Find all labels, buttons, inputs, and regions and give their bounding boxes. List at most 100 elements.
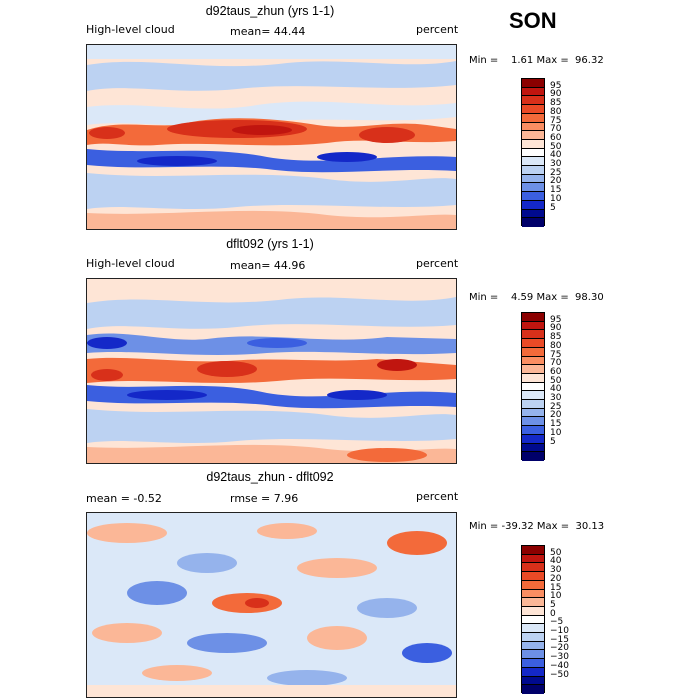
colorbar-cell — [522, 554, 544, 564]
panel-3-mean: mean = -0.52 — [86, 492, 162, 505]
colorbar-cell — [522, 624, 544, 634]
colorbar-level-label: 20 — [550, 176, 562, 187]
colorbar-level-label: 15 — [550, 582, 562, 593]
colorbar-level-label: −5 — [550, 617, 564, 628]
colorbar-level-label: −10 — [550, 626, 569, 637]
colorbar-cell — [522, 633, 544, 642]
colorbar-cell — [522, 659, 544, 668]
colorbar-cell — [522, 148, 544, 158]
colorbar-cell — [522, 131, 544, 140]
colorbar-level-label: 90 — [550, 323, 562, 334]
colorbar-level-label: −20 — [550, 643, 569, 654]
colorbar-cell — [522, 676, 544, 686]
colorbar-level-label: 75 — [550, 349, 562, 360]
colorbar-cell — [522, 183, 544, 193]
colorbar-level-label: 50 — [550, 141, 562, 152]
colorbar-level-label: −15 — [550, 634, 569, 645]
colorbar-level-label: 20 — [550, 573, 562, 584]
colorbar-cell — [522, 313, 544, 322]
panel-2-map — [86, 278, 457, 464]
colorbar-level-label: 10 — [550, 591, 562, 602]
colorbar-level-label: −40 — [550, 660, 569, 671]
colorbar-level-label: 85 — [550, 98, 562, 109]
panel-3-minmax: Min = -39.32 Max = 30.13 — [469, 521, 605, 532]
panel-2-minmax: Min = 4.59 Max = 98.30 — [469, 292, 604, 303]
colorbar-level-label: 40 — [550, 384, 562, 395]
colorbar-cell — [522, 382, 544, 392]
colorbar-level-label: 30 — [550, 565, 562, 576]
panel-3-title: d92taus_zhun - dflt092 — [206, 470, 334, 484]
colorbar-level-label: 80 — [550, 340, 562, 351]
colorbar-cell — [522, 339, 544, 348]
panel-1-colorbar — [521, 78, 545, 227]
panel-1-minmax: Min = 1.61 Max = 96.32 — [469, 55, 604, 66]
panel-1-variable-label: High-level cloud — [86, 23, 175, 36]
colorbar-cell — [522, 347, 544, 357]
colorbar-level-label: 40 — [550, 150, 562, 161]
colorbar-level-label: 30 — [550, 159, 562, 170]
colorbar-level-label: 5 — [550, 436, 556, 447]
colorbar-level-label: 90 — [550, 89, 562, 100]
panel-1-map-field — [87, 45, 456, 229]
season-label: SON — [509, 8, 557, 33]
colorbar-cell — [522, 563, 544, 573]
colorbar-cell — [522, 174, 544, 184]
colorbar-cell — [522, 615, 544, 625]
colorbar-cell — [522, 192, 544, 201]
colorbar-cell — [522, 546, 544, 555]
colorbar-cell — [522, 408, 544, 418]
colorbar-cell — [522, 122, 544, 132]
colorbar-cell — [522, 667, 544, 677]
colorbar-cell — [522, 200, 544, 210]
colorbar-level-label: 10 — [550, 193, 562, 204]
panel-1-map — [86, 44, 457, 230]
colorbar-level-label: 95 — [550, 314, 562, 325]
colorbar-cell — [522, 166, 544, 175]
colorbar-level-label: 15 — [550, 185, 562, 196]
colorbar-cell — [522, 218, 544, 227]
colorbar-cell — [522, 79, 544, 88]
panel-2-title: dflt092 (yrs 1-1) — [226, 237, 314, 251]
panel-2-map-field — [87, 279, 456, 463]
colorbar-cell — [522, 373, 544, 383]
panel-3-map — [86, 512, 457, 698]
colorbar-level-label: 20 — [550, 410, 562, 421]
colorbar-level-label: 95 — [550, 80, 562, 91]
colorbar-level-label: 50 — [550, 547, 562, 558]
colorbar-cell — [522, 589, 544, 599]
colorbar-cell — [522, 572, 544, 581]
panel-2-mean: mean= 44.96 — [230, 259, 306, 272]
colorbar-level-label: 80 — [550, 106, 562, 117]
colorbar-cell — [522, 426, 544, 435]
colorbar-cell — [522, 580, 544, 590]
colorbar-level-label: 5 — [550, 599, 556, 610]
colorbar-level-label: 0 — [550, 608, 556, 619]
colorbar-cell — [522, 209, 544, 219]
colorbar-cell — [522, 113, 544, 123]
colorbar-cell — [522, 452, 544, 461]
colorbar-level-label: 25 — [550, 167, 562, 178]
colorbar-cell — [522, 650, 544, 660]
panel-1-mean: mean= 44.44 — [230, 25, 306, 38]
colorbar-level-label: 15 — [550, 419, 562, 430]
colorbar-level-label: 10 — [550, 427, 562, 438]
colorbar-cell — [522, 434, 544, 444]
colorbar-level-label: 40 — [550, 556, 562, 567]
panel-3-units: percent — [416, 490, 459, 503]
colorbar-cell — [522, 417, 544, 427]
colorbar-cell — [522, 330, 544, 340]
colorbar-cell — [522, 365, 544, 374]
panel-3-colorbar — [521, 545, 545, 694]
colorbar-cell — [522, 356, 544, 366]
panel-2-variable-label: High-level cloud — [86, 257, 175, 270]
panel-2-units: percent — [416, 257, 459, 270]
colorbar-cell — [522, 96, 544, 106]
colorbar-level-label: 25 — [550, 401, 562, 412]
colorbar-level-label: 60 — [550, 132, 562, 143]
colorbar-cell — [522, 606, 544, 616]
panel-1-title: d92taus_zhun (yrs 1-1) — [205, 4, 335, 18]
panel-1-units: percent — [416, 23, 459, 36]
colorbar-level-label: 30 — [550, 393, 562, 404]
colorbar-cell — [522, 321, 544, 331]
colorbar-level-label: −30 — [550, 652, 569, 663]
